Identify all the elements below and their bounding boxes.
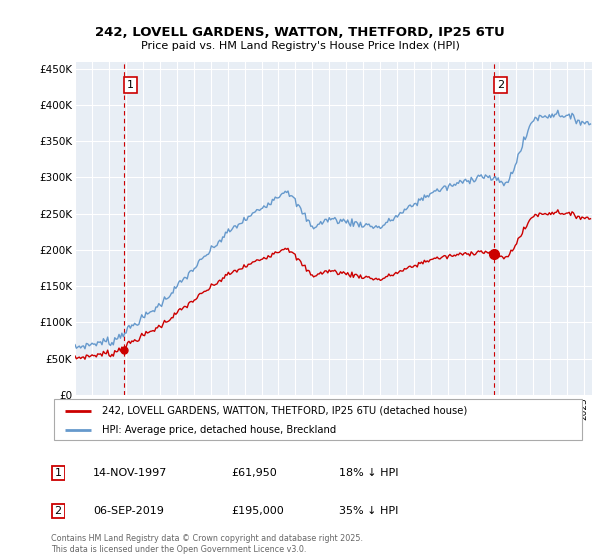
Text: 35% ↓ HPI: 35% ↓ HPI xyxy=(339,506,398,516)
Text: 2: 2 xyxy=(55,506,62,516)
Text: Price paid vs. HM Land Registry's House Price Index (HPI): Price paid vs. HM Land Registry's House … xyxy=(140,41,460,51)
Text: 1: 1 xyxy=(55,468,62,478)
Text: 1: 1 xyxy=(127,80,134,90)
FancyBboxPatch shape xyxy=(54,399,582,440)
Text: 2: 2 xyxy=(497,80,504,90)
Text: 242, LOVELL GARDENS, WATTON, THETFORD, IP25 6TU: 242, LOVELL GARDENS, WATTON, THETFORD, I… xyxy=(95,26,505,39)
Text: 06-SEP-2019: 06-SEP-2019 xyxy=(93,506,164,516)
Text: 14-NOV-1997: 14-NOV-1997 xyxy=(93,468,167,478)
FancyBboxPatch shape xyxy=(52,503,65,518)
Text: £195,000: £195,000 xyxy=(231,506,284,516)
Text: 18% ↓ HPI: 18% ↓ HPI xyxy=(339,468,398,478)
Text: 242, LOVELL GARDENS, WATTON, THETFORD, IP25 6TU (detached house): 242, LOVELL GARDENS, WATTON, THETFORD, I… xyxy=(101,405,467,416)
Text: £61,950: £61,950 xyxy=(231,468,277,478)
Text: Contains HM Land Registry data © Crown copyright and database right 2025.
This d: Contains HM Land Registry data © Crown c… xyxy=(51,534,363,554)
FancyBboxPatch shape xyxy=(52,466,65,480)
Text: HPI: Average price, detached house, Breckland: HPI: Average price, detached house, Brec… xyxy=(101,424,336,435)
